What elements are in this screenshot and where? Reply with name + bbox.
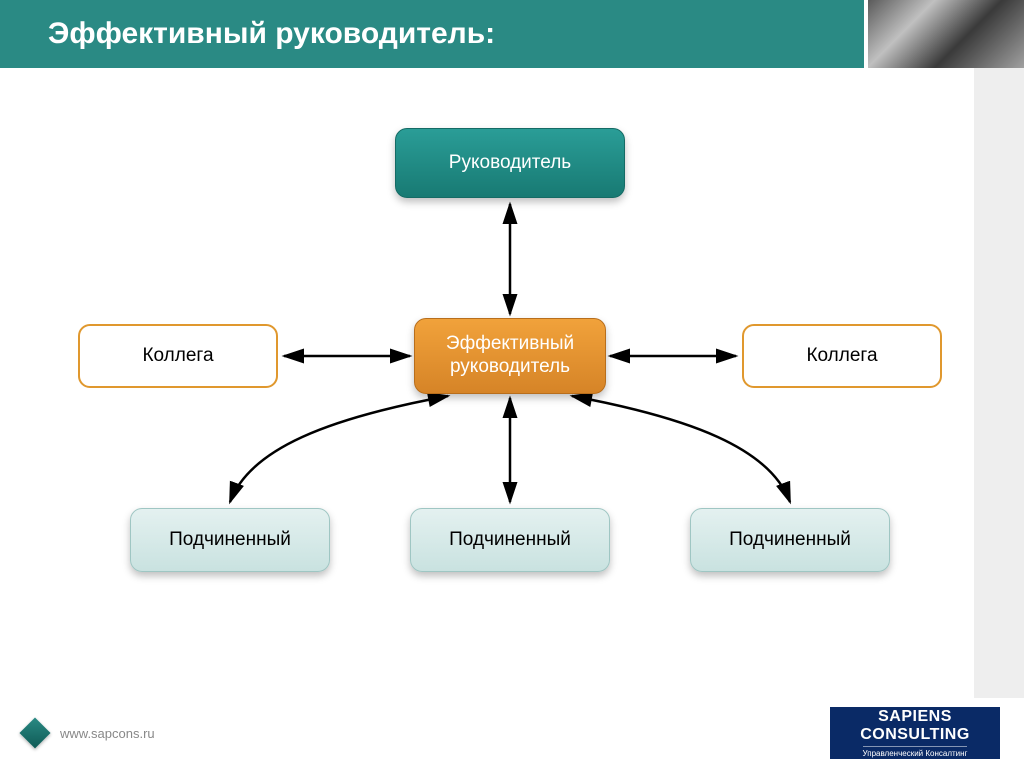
footer-url: www.sapcons.ru xyxy=(60,726,155,741)
node-sub-3: Подчиненный xyxy=(690,508,890,572)
diagram-canvas: Руководитель Эффективный руководитель Ко… xyxy=(0,68,1024,698)
logo-sub: Управленческий Консалтинг xyxy=(863,749,968,758)
node-colleague-right: Коллега xyxy=(742,324,942,388)
node-sub-2: Подчиненный xyxy=(410,508,610,572)
node-center-label: Эффективный руководитель xyxy=(415,333,605,379)
node-boss: Руководитель xyxy=(395,128,625,198)
node-colleague-right-label: Коллега xyxy=(806,345,877,368)
node-sub-2-label: Подчиненный xyxy=(449,529,571,552)
diamond-icon xyxy=(19,717,50,748)
footer-logo: SAPIENS CONSULTING Управленческий Консал… xyxy=(830,707,1000,759)
page-title: Эффективный руководитель: xyxy=(48,17,495,51)
header-decorative-image xyxy=(864,0,1024,68)
node-sub-3-label: Подчиненный xyxy=(729,529,851,552)
node-center: Эффективный руководитель xyxy=(414,318,606,394)
footer: www.sapcons.ru SAPIENS CONSULTING Управл… xyxy=(0,699,1024,767)
node-boss-label: Руководитель xyxy=(449,152,571,175)
logo-line1: SAPIENS xyxy=(878,708,952,725)
node-sub-1: Подчиненный xyxy=(130,508,330,572)
logo-line2: CONSULTING xyxy=(860,726,970,743)
node-sub-1-label: Подчиненный xyxy=(169,529,291,552)
footer-left: www.sapcons.ru xyxy=(24,722,155,744)
node-colleague-left: Коллега xyxy=(78,324,278,388)
node-colleague-left-label: Коллега xyxy=(142,345,213,368)
